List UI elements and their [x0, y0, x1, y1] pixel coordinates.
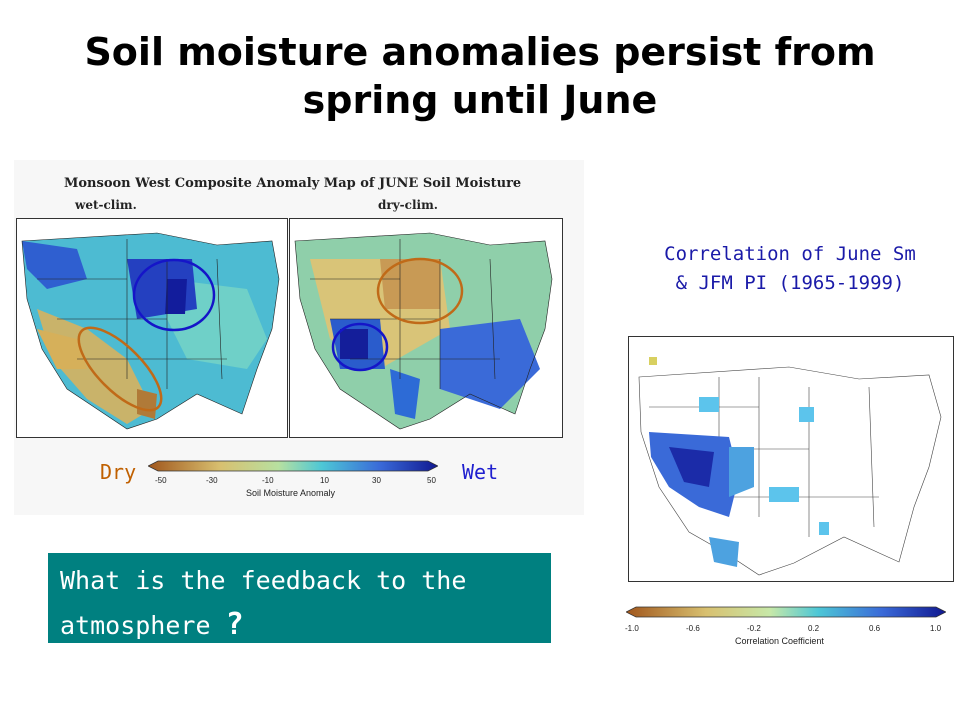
- composite-figure-title: Monsoon West Composite Anomaly Map of JU…: [64, 176, 522, 191]
- right-colorbar-tick: -0.2: [747, 624, 761, 633]
- left-colorbar-tick: -10: [262, 476, 274, 485]
- soil-moisture-colorbar: [148, 460, 438, 472]
- wet-clim-map-graphic: [21, 232, 280, 430]
- correlation-caption: Correlation of June Sm & JFM PI (1965-19…: [630, 240, 950, 298]
- question-mark: ?: [225, 607, 244, 642]
- wet-clim-label: wet-clim.: [75, 198, 137, 212]
- question-line2: atmosphere: [60, 611, 211, 640]
- question-line1: What is the feedback to the: [60, 566, 467, 595]
- left-colorbar-tick: -50: [155, 476, 167, 485]
- left-colorbar-tick: 10: [320, 476, 329, 485]
- question-text: What is the feedback to the atmosphere ?: [60, 559, 540, 648]
- question-box: What is the feedback to the atmosphere ?: [48, 553, 551, 643]
- right-colorbar-tick: 1.0: [930, 624, 942, 633]
- correlation-caption-line2: & JFM PI (1965-1999): [675, 272, 905, 294]
- wet-label: Wet: [462, 460, 499, 484]
- dry-clim-label: dry-clim.: [378, 198, 438, 212]
- right-colorbar-tick: -1.0: [625, 624, 639, 633]
- left-colorbar-tick: 30: [372, 476, 381, 485]
- dry-label: Dry: [100, 460, 137, 484]
- correlation-colorbar: [626, 606, 946, 618]
- slide-title-line2: spring until June: [302, 78, 658, 122]
- left-colorbar-label: Soil Moisture Anomaly: [246, 488, 336, 498]
- right-colorbar-tick: -0.6: [686, 624, 700, 633]
- correlation-map: [628, 336, 954, 582]
- left-colorbar-tick: 50: [427, 476, 436, 485]
- dry-clim-map-graphic: [294, 232, 553, 430]
- dry-clim-map: [289, 218, 563, 438]
- correlation-map-graphic: [638, 357, 942, 576]
- slide-title: Soil moisture anomalies persist from spr…: [0, 28, 960, 124]
- right-colorbar-label: Correlation Coefficient: [735, 636, 824, 646]
- correlation-caption-line1: Correlation of June Sm: [664, 243, 916, 265]
- right-colorbar-tick: 0.2: [808, 624, 820, 633]
- wet-clim-map: [16, 218, 288, 438]
- left-colorbar-tick: -30: [206, 476, 218, 485]
- right-colorbar-tick: 0.6: [869, 624, 881, 633]
- slide-title-line1: Soil moisture anomalies persist from: [84, 30, 876, 74]
